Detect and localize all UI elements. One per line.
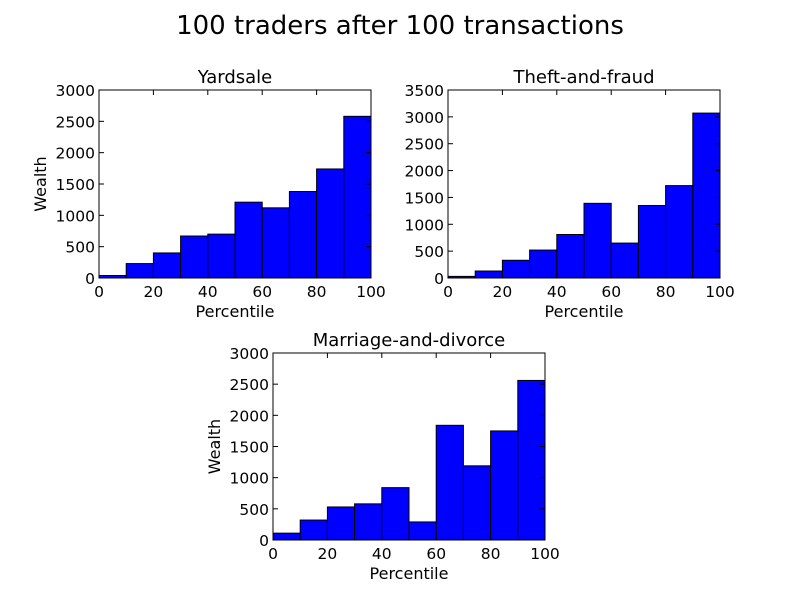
x-tick-label: 20 [144, 283, 164, 301]
bar [556, 233, 585, 279]
bar [326, 506, 356, 541]
x-tick-label: 60 [252, 283, 272, 301]
bar [381, 487, 410, 541]
x-tick-label: 40 [372, 545, 392, 563]
x-tick-label: 0 [268, 545, 278, 563]
bar [261, 207, 290, 279]
x-tick-label: 20 [318, 545, 338, 563]
y-tick-label: 2000 [405, 163, 444, 181]
bar [529, 249, 558, 279]
x-tick-label: 80 [307, 283, 327, 301]
y-tick-label: 1000 [405, 216, 444, 234]
x-tick-label: 40 [198, 283, 218, 301]
bar [354, 503, 383, 541]
y-axis: 0 500 1000 1500 2000 2500 3000 [56, 82, 371, 288]
y-axis-label: Wealth [31, 156, 50, 211]
y-tick-label: 1500 [56, 176, 95, 194]
bars [98, 115, 372, 279]
y-axis-label: Wealth [205, 419, 224, 474]
bar [272, 532, 301, 541]
bar [517, 379, 546, 541]
y-tick-label: 0 [85, 270, 95, 288]
y-tick-label: 2500 [405, 136, 444, 154]
y-axis: 0 500 1000 1500 2000 2500 3000 3500 [405, 82, 720, 288]
bar [637, 204, 667, 279]
y-tick-label: 2000 [230, 407, 269, 425]
bar [610, 242, 639, 279]
x-axis: 0 20 40 60 80 100 [443, 90, 735, 301]
y-tick-label: 2500 [56, 113, 95, 131]
y-tick-label: 500 [414, 243, 444, 261]
bar [207, 233, 236, 279]
bar [288, 191, 318, 279]
axes-frame [447, 89, 721, 279]
x-tick-label: 20 [493, 283, 513, 301]
bars [447, 112, 721, 279]
x-tick-label: 40 [547, 283, 567, 301]
y-tick-label: 3500 [405, 82, 444, 100]
y-tick-label: 500 [239, 501, 269, 519]
y-tick-label: 3000 [56, 82, 95, 100]
bar [501, 259, 531, 279]
bars [272, 379, 546, 541]
y-tick-label: 1000 [230, 470, 269, 488]
x-tick-label: 100 [356, 283, 386, 301]
x-axis: 0 20 40 60 80 100 [94, 90, 386, 301]
x-axis-label: Percentile [370, 564, 449, 583]
y-tick-label: 3000 [405, 109, 444, 127]
y-tick-label: 500 [65, 239, 95, 257]
subplot-title: Yardsale [197, 67, 273, 88]
y-tick-label: 0 [259, 532, 269, 550]
bar [490, 430, 519, 541]
x-axis: 0 20 40 60 80 100 [268, 353, 560, 563]
bar [125, 263, 154, 279]
x-tick-label: 80 [656, 283, 676, 301]
bar [234, 201, 263, 279]
y-tick-label: 0 [434, 270, 444, 288]
bar [316, 168, 345, 279]
bar [152, 252, 182, 279]
y-axis: 0 500 1000 1500 2000 2500 3000 [230, 345, 545, 550]
y-tick-label: 2000 [56, 145, 95, 163]
subplot-title: Marriage-and-divorce [313, 330, 506, 351]
bar [474, 270, 503, 279]
bar [180, 235, 209, 279]
x-tick-label: 80 [481, 545, 501, 563]
x-tick-label: 0 [94, 283, 104, 301]
y-tick-label: 2500 [230, 376, 269, 394]
bar [665, 185, 694, 279]
bar [408, 521, 437, 541]
figure-title: 100 traders after 100 transactions [176, 11, 624, 41]
subplot-title: Theft-and-fraud [512, 67, 654, 88]
bar [435, 424, 464, 541]
y-tick-label: 1500 [230, 439, 269, 457]
x-tick-label: 60 [426, 545, 446, 563]
bar [343, 115, 372, 279]
x-tick-label: 0 [443, 283, 453, 301]
bar [583, 202, 612, 279]
y-tick-label: 1000 [56, 207, 95, 225]
y-tick-label: 1500 [405, 189, 444, 207]
x-tick-label: 100 [705, 283, 735, 301]
x-tick-label: 100 [530, 545, 560, 563]
bar [462, 465, 492, 541]
bar [692, 112, 721, 279]
x-axis-label: Percentile [545, 302, 624, 321]
bar [299, 519, 328, 541]
x-tick-label: 60 [601, 283, 621, 301]
y-tick-label: 3000 [230, 345, 269, 363]
x-axis-label: Percentile [196, 302, 275, 321]
